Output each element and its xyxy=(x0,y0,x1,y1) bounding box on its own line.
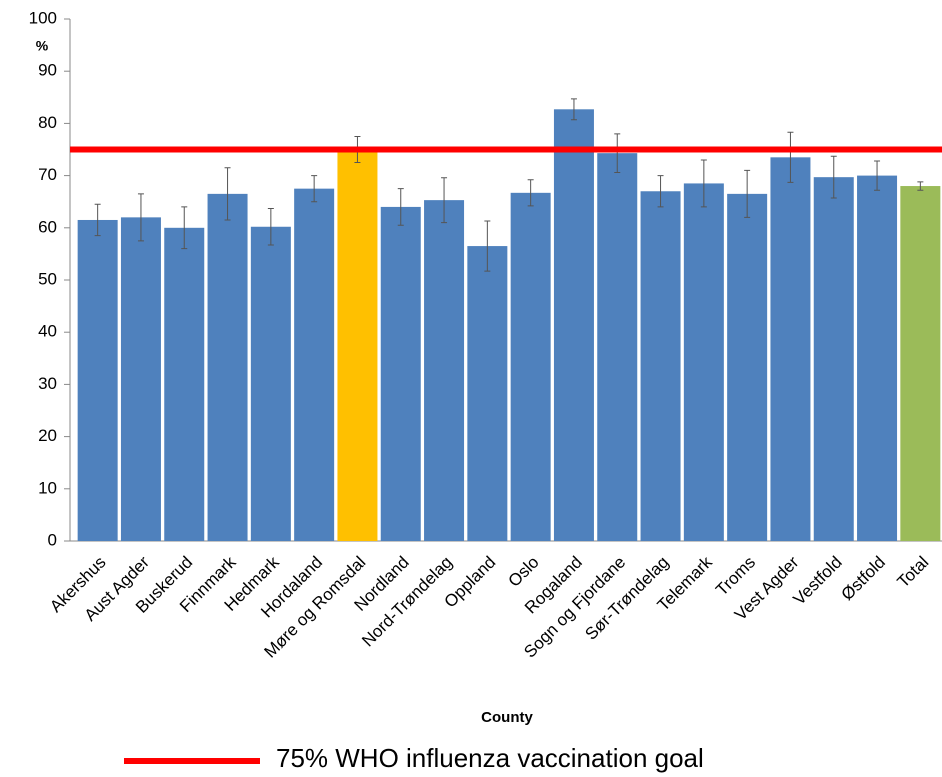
error-bar xyxy=(744,169,751,218)
bar xyxy=(683,183,724,541)
y-tick-label: 40 xyxy=(38,322,57,341)
bar xyxy=(597,153,638,542)
bar xyxy=(120,217,161,542)
error-bar xyxy=(527,179,534,207)
error-bar xyxy=(830,155,837,199)
bar xyxy=(424,200,465,541)
y-tick-label: 60 xyxy=(38,217,57,236)
bar xyxy=(337,149,378,541)
error-bar xyxy=(181,206,188,250)
bar xyxy=(813,177,854,541)
bar xyxy=(467,246,508,541)
y-tick-label: 90 xyxy=(38,61,57,80)
bar xyxy=(77,219,118,541)
y-tick-label: 10 xyxy=(38,478,57,497)
bar xyxy=(553,109,594,541)
error-bar xyxy=(484,220,491,272)
error-bar xyxy=(570,98,577,121)
error-bar xyxy=(787,131,794,183)
legend-label: 75% WHO influenza vaccination goal xyxy=(276,743,704,773)
error-bar xyxy=(614,133,621,173)
bar xyxy=(727,193,768,541)
y-tick-label: 100 xyxy=(29,8,57,27)
error-bar xyxy=(397,188,404,226)
error-bar xyxy=(700,159,707,208)
error-bar xyxy=(657,175,664,208)
y-tick-label: 30 xyxy=(38,374,57,393)
bar xyxy=(250,226,291,542)
error-bar xyxy=(267,207,274,246)
error-bar xyxy=(224,167,231,221)
error-bar xyxy=(137,193,144,242)
y-tick-label: 20 xyxy=(38,426,57,445)
y-tick-label: 80 xyxy=(38,113,57,132)
error-bar xyxy=(94,203,101,237)
bar xyxy=(900,186,941,542)
error-bar xyxy=(441,177,448,224)
x-axis-label: County xyxy=(481,709,533,726)
y-tick-label: 0 xyxy=(48,530,57,549)
x-tick-label: Østfold xyxy=(838,553,890,605)
bar xyxy=(164,227,205,542)
y-tick-label: 50 xyxy=(38,269,57,288)
error-bar xyxy=(311,175,318,203)
error-bar xyxy=(874,160,881,191)
bar xyxy=(510,192,551,542)
bar xyxy=(770,157,811,541)
bar xyxy=(857,175,898,541)
y-axis-label: % xyxy=(36,38,49,54)
bar xyxy=(640,191,681,541)
x-tick-label: Vestfold xyxy=(790,553,846,609)
y-tick-label: 70 xyxy=(38,165,57,184)
error-bar xyxy=(917,181,924,191)
bar xyxy=(207,193,248,541)
bar xyxy=(380,206,421,542)
x-tick-label: Oslo xyxy=(504,553,542,591)
bar xyxy=(294,188,335,541)
x-tick-label: Total xyxy=(894,553,933,592)
